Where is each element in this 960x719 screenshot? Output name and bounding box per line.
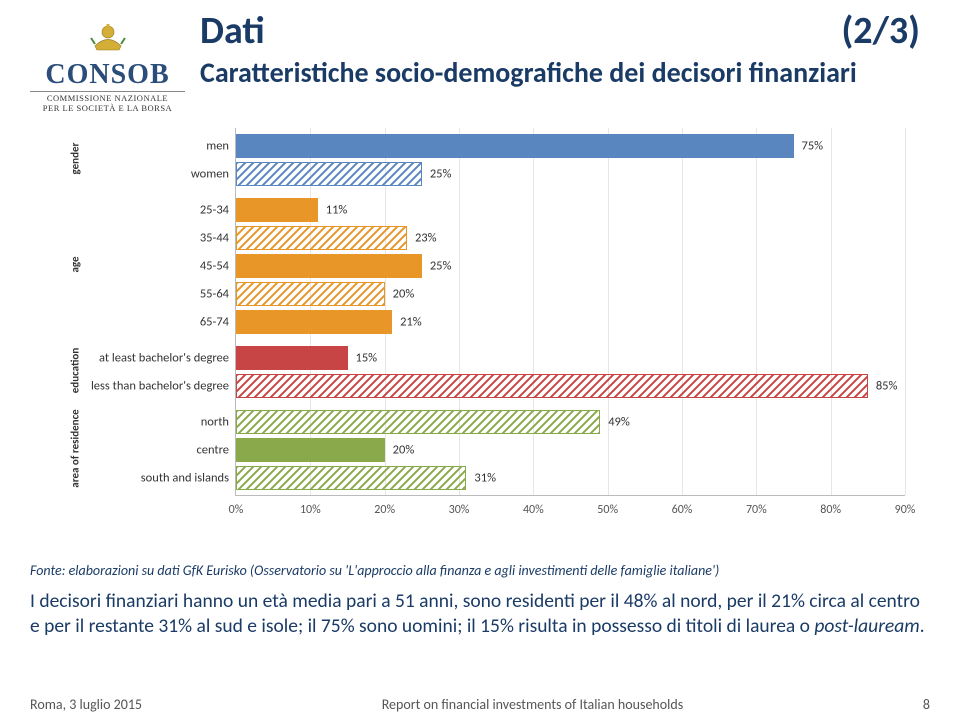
logo-brand: CONSOB <box>30 59 185 91</box>
value-label: 11% <box>326 203 348 218</box>
x-tick: 60% <box>672 503 693 517</box>
emblem-icon <box>89 18 127 56</box>
x-tick: 20% <box>374 503 395 517</box>
footer: Roma, 3 luglio 2015 Report on financial … <box>30 696 930 713</box>
group-label: education <box>69 331 82 411</box>
value-label: 31% <box>474 471 496 486</box>
chart-row: 25% <box>236 254 905 278</box>
bar-chart: genderageeducationarea of residence menw… <box>65 128 905 528</box>
category-label: 65-74 <box>200 315 229 330</box>
category-label: south and islands <box>141 471 229 486</box>
source-note: Fonte: elaborazioni su dati GfK Eurisko … <box>30 562 930 579</box>
x-tick: 80% <box>820 503 841 517</box>
value-label: 25% <box>430 259 452 274</box>
page-title-row: Dati (2/3) <box>200 8 920 54</box>
logo: CONSOB COMMISSIONE NAZIONALE PER LE SOCI… <box>30 18 185 114</box>
chart-row: 31% <box>236 466 905 490</box>
value-label: 23% <box>415 231 437 246</box>
grid-line <box>905 128 906 495</box>
value-label: 85% <box>876 379 898 394</box>
bar-solid <box>236 198 318 222</box>
group-label: area of residence <box>69 409 82 489</box>
chart-row: 20% <box>236 282 905 306</box>
body-paragraph: I decisori finanziari hanno un età media… <box>30 589 932 639</box>
group-label: gender <box>69 119 82 199</box>
chart-row: 15% <box>236 346 905 370</box>
x-tick: 30% <box>449 503 470 517</box>
chart-row: 21% <box>236 310 905 334</box>
value-label: 20% <box>393 287 415 302</box>
chart-row: 11% <box>236 198 905 222</box>
x-tick: 0% <box>229 503 244 517</box>
chart-row: 49% <box>236 410 905 434</box>
bar-hatched <box>236 374 868 398</box>
value-label: 25% <box>430 167 452 182</box>
page-subtitle: Caratteristiche socio-demografiche dei d… <box>200 55 857 90</box>
chart-row: 20% <box>236 438 905 462</box>
x-tick: 40% <box>523 503 544 517</box>
group-label: age <box>69 225 82 305</box>
bar-solid <box>236 254 422 278</box>
value-label: 49% <box>608 415 630 430</box>
x-tick: 50% <box>597 503 618 517</box>
category-label: centre <box>196 443 229 458</box>
x-tick: 70% <box>746 503 767 517</box>
bar-solid <box>236 310 392 334</box>
footer-page: 8 <box>923 696 930 713</box>
category-label: 35-44 <box>200 231 229 246</box>
value-label: 75% <box>802 139 824 154</box>
title-right: (2/3) <box>841 8 920 54</box>
bar-solid <box>236 346 348 370</box>
category-label: women <box>191 167 229 182</box>
value-label: 21% <box>400 315 422 330</box>
bar-solid <box>236 134 794 158</box>
bar-hatched <box>236 466 466 490</box>
bar-hatched <box>236 226 407 250</box>
category-label: men <box>206 139 229 154</box>
category-label: at least bachelor's degree <box>99 351 229 366</box>
x-tick: 10% <box>300 503 321 517</box>
footer-date: Roma, 3 luglio 2015 <box>30 696 142 713</box>
chart-row: 25% <box>236 162 905 186</box>
logo-sub: COMMISSIONE NAZIONALE PER LE SOCIETÀ E L… <box>30 91 185 114</box>
x-tick: 90% <box>895 503 916 517</box>
category-label: 25-34 <box>200 203 229 218</box>
category-label: less than bachelor's degree <box>91 379 229 394</box>
value-label: 20% <box>393 443 415 458</box>
bar-hatched <box>236 162 422 186</box>
bar-hatched <box>236 282 385 306</box>
bar-solid <box>236 438 385 462</box>
footer-title: Report on financial investments of Itali… <box>382 696 684 713</box>
category-label: north <box>201 415 229 430</box>
chart-row: 75% <box>236 134 905 158</box>
chart-row: 85% <box>236 374 905 398</box>
category-label: 55-64 <box>200 287 229 302</box>
title-left: Dati <box>200 8 265 54</box>
bar-hatched <box>236 410 600 434</box>
chart-row: 23% <box>236 226 905 250</box>
category-label: 45-54 <box>200 259 229 274</box>
value-label: 15% <box>355 351 377 366</box>
